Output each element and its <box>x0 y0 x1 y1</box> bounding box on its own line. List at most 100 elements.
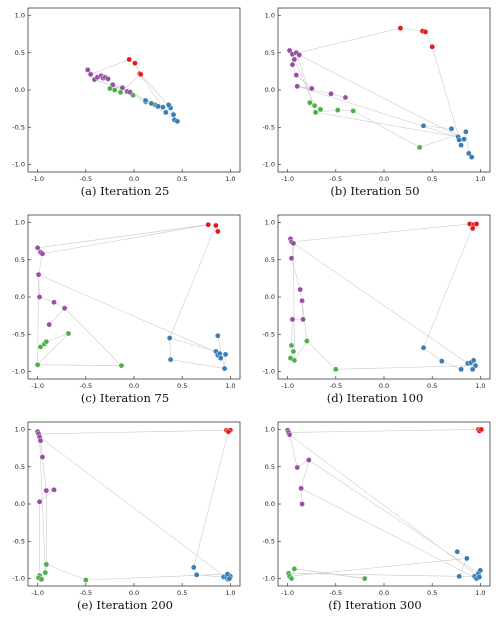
graph-edge <box>294 568 365 579</box>
x-tick-label: -0.5 <box>79 382 92 390</box>
x-tick-label: 0.0 <box>129 382 139 390</box>
x-tick-label: 0.5 <box>177 382 187 390</box>
data-point <box>35 271 42 278</box>
x-tick-label: 1.0 <box>475 382 485 390</box>
data-point <box>160 104 166 110</box>
graph-edge <box>170 359 225 369</box>
y-tick-label: 0.0 <box>265 293 275 301</box>
panel-iteration-300: -1.0 -0.5 0.0 0.5 1.0 1.0 0.5 0.0 -0.5 -1.0 (f) I… <box>250 414 500 619</box>
graph-edge <box>169 337 171 360</box>
x-tick-label: 0.5 <box>427 382 437 390</box>
graph-edge <box>300 459 310 489</box>
data-point <box>470 357 477 364</box>
data-point <box>361 575 368 582</box>
data-point <box>288 575 295 582</box>
data-point <box>299 501 305 507</box>
scatter-plot: -1.0 -0.5 0.0 0.5 1.0 1.0 0.5 0.0 -0.5 -1.0 <box>12 421 241 597</box>
data-point <box>165 102 172 108</box>
data-point <box>132 60 138 66</box>
panel-caption: (a) Iteration 25 <box>80 184 170 198</box>
graph-edge <box>42 457 47 491</box>
graph-edge <box>297 86 465 140</box>
graph-edge <box>423 224 474 348</box>
y-tick-label: -1.0 <box>262 575 275 583</box>
data-point <box>39 250 46 257</box>
data-point <box>286 47 293 54</box>
data-point <box>439 358 445 364</box>
y-tick-label: -1.0 <box>262 161 275 169</box>
data-point <box>350 108 356 114</box>
graph-edge <box>85 573 228 581</box>
panel-caption: (b) Iteration 50 <box>330 184 420 198</box>
data-point <box>148 100 155 107</box>
y-tick-label: 0.0 <box>15 293 25 301</box>
data-point <box>461 136 467 142</box>
data-point <box>38 576 45 583</box>
y-tick-label: 1.0 <box>265 426 275 434</box>
data-point <box>226 575 233 582</box>
data-point <box>221 365 228 372</box>
panel-iteration-100: -1.0 -0.5 0.0 0.5 1.0 1.0 0.5 0.0 -0.5 -1.0 (d) I… <box>250 207 500 412</box>
panel-iteration-200: -1.0 -0.5 0.0 0.5 1.0 1.0 0.5 0.0 -0.5 -1.0 (e) I… <box>0 414 250 619</box>
data-point <box>61 305 68 311</box>
y-tick-label: 0.5 <box>15 463 25 471</box>
data-point <box>83 577 89 583</box>
data-point <box>476 574 483 580</box>
x-tick-label: 0.0 <box>379 382 389 390</box>
graph-edge <box>38 253 43 275</box>
x-tick-label: 0.5 <box>427 175 437 183</box>
data-point <box>39 454 46 460</box>
graph-edge <box>315 109 338 113</box>
y-tick-label: 0.0 <box>15 500 25 508</box>
x-tick-label: 0.5 <box>177 175 187 183</box>
y-tick-label: 0.5 <box>265 463 275 471</box>
x-tick-label: -0.5 <box>329 175 342 183</box>
data-point <box>290 240 297 247</box>
scatter-plot: -1.0 -0.5 0.0 0.5 1.0 1.0 0.5 0.0 -0.5 -1.0 <box>12 214 241 390</box>
data-point <box>293 72 300 78</box>
y-tick-label: 1.0 <box>15 426 25 434</box>
data-point <box>307 99 313 106</box>
data-point <box>300 316 306 323</box>
data-point <box>43 561 50 568</box>
data-point <box>473 221 480 227</box>
data-point <box>298 485 304 492</box>
graph-edge <box>465 131 470 154</box>
y-tick-label: -0.5 <box>12 330 25 338</box>
data-point <box>170 111 177 118</box>
data-point <box>217 355 224 361</box>
y-tick-label: 0.5 <box>15 256 25 264</box>
y-tick-label: -0.5 <box>12 123 25 131</box>
data-point <box>289 316 296 323</box>
y-tick-label: -1.0 <box>12 161 25 169</box>
y-tick-label: 0.0 <box>265 500 275 508</box>
data-point <box>342 94 349 101</box>
data-point <box>456 573 462 580</box>
graph-edge <box>306 340 337 370</box>
graph-edge <box>294 340 308 361</box>
data-point <box>43 338 50 345</box>
y-tick-label: 0.5 <box>265 49 275 57</box>
graph-edge <box>297 86 332 94</box>
x-tick-label: -0.5 <box>79 175 92 183</box>
y-tick-label: -1.0 <box>12 368 25 376</box>
data-point <box>225 428 232 435</box>
data-point <box>291 56 298 63</box>
graph-edge <box>169 225 217 339</box>
data-point <box>429 43 435 50</box>
data-point <box>87 71 94 78</box>
graph-edge <box>288 429 479 433</box>
x-tick-label: 0.5 <box>427 589 437 597</box>
y-tick-label: 0.0 <box>15 86 25 94</box>
y-tick-label: -1.0 <box>262 368 275 376</box>
data-point <box>110 81 116 88</box>
graph-edge <box>301 488 477 579</box>
data-point <box>469 366 476 373</box>
data-point <box>286 431 293 438</box>
x-tick-label: 0.0 <box>129 175 139 183</box>
scatter-plot: -1.0 -0.5 0.0 0.5 1.0 1.0 0.5 0.0 -0.5 -1.0 <box>262 421 491 597</box>
data-point <box>65 330 72 337</box>
graph-edge <box>289 434 480 578</box>
data-point <box>299 297 305 304</box>
graph-edge <box>288 573 460 577</box>
